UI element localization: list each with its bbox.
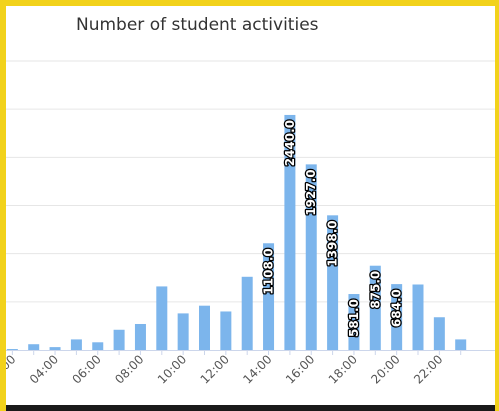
data-label: 1398.0 bbox=[326, 220, 340, 266]
x-tick-label: 18:00 bbox=[326, 352, 360, 386]
chart-title: Number of student activities bbox=[76, 15, 319, 35]
bar bbox=[369, 265, 381, 350]
x-tick-label: 14:00 bbox=[240, 352, 274, 386]
bar bbox=[455, 339, 467, 350]
bar bbox=[220, 311, 232, 350]
bar bbox=[391, 284, 403, 350]
data-label: 1108.0 bbox=[262, 248, 276, 294]
bar bbox=[327, 215, 339, 350]
bar bbox=[284, 114, 296, 351]
bar bbox=[49, 347, 61, 350]
data-label: 2440.0 bbox=[283, 120, 297, 166]
bar bbox=[305, 164, 317, 350]
bar bbox=[28, 344, 40, 350]
x-tick-label: 20:00 bbox=[368, 352, 402, 386]
bottom-band bbox=[6, 405, 495, 411]
x-tick-label: 10:00 bbox=[155, 352, 189, 386]
bar bbox=[70, 339, 82, 350]
data-label: 1927.0 bbox=[304, 169, 318, 215]
bar bbox=[241, 276, 253, 350]
bar bbox=[134, 323, 146, 350]
bar bbox=[263, 243, 275, 350]
bar bbox=[92, 342, 104, 350]
x-tick-label: 16:00 bbox=[283, 352, 317, 386]
data-label: 581.0 bbox=[347, 299, 361, 337]
bar bbox=[348, 294, 360, 350]
data-label: 875.0 bbox=[368, 271, 382, 309]
x-tick-label: 04:00 bbox=[27, 352, 61, 386]
bar bbox=[433, 317, 445, 350]
bar bbox=[199, 305, 210, 350]
x-tick-label: 12:00 bbox=[198, 352, 232, 386]
x-tick-label: 06:00 bbox=[70, 352, 104, 386]
bar bbox=[6, 349, 18, 350]
x-tick-label: 22:00 bbox=[411, 352, 445, 386]
bar-chart: 02:00 04:00 06:00 08:00 10:00 12:00 14:00 16:00… bbox=[6, 60, 495, 387]
bar bbox=[113, 329, 125, 350]
data-label: 684.0 bbox=[390, 289, 404, 327]
x-tick-label: 08:00 bbox=[112, 352, 146, 386]
bar bbox=[412, 284, 424, 350]
bar bbox=[156, 286, 168, 350]
x-tick-label: 02:00 bbox=[6, 352, 18, 386]
bar bbox=[177, 313, 189, 350]
